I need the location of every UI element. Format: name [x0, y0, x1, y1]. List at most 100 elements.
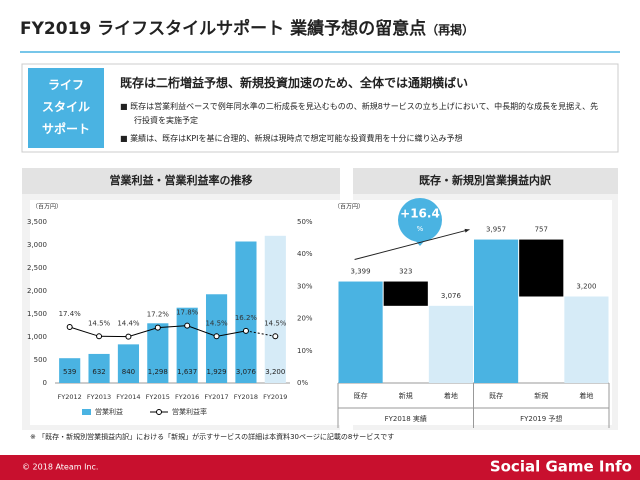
y-tick-label: 500 [34, 356, 47, 364]
rate-marker [184, 322, 191, 329]
x-tick-label: FY2015 [146, 393, 170, 401]
x-tick-label: FY2017 [204, 393, 228, 401]
summary-label-box [28, 68, 104, 148]
growth-arrow [354, 229, 470, 261]
bullets: ■ 既存は営業利益ベースで例年同水準の二桁成長を見込むものの、新規8サービスの立… [120, 100, 600, 146]
title-suffix: （再掲） [426, 23, 475, 37]
y2-tick-label: 50% [297, 218, 313, 226]
bar-value-label: 3,076 [441, 292, 462, 300]
x-tick-label: 既存 [354, 391, 368, 400]
annotation-unit: % [417, 225, 424, 233]
bar-value-label: 1,929 [207, 368, 227, 376]
unit-label: （百万円） [334, 204, 364, 211]
bullet: ■ 既存は営業利益ベースで例年同水準の二桁成長を見込むものの、新規8サービスの立… [120, 102, 599, 125]
rate-line-forecast [245, 330, 276, 337]
bar-value-label: 757 [535, 226, 548, 234]
annotation-value: +16.4 [400, 207, 440, 221]
header: FY2019 ライフスタイルサポート 業績予想の留意点（再掲） [20, 14, 474, 39]
legend-label: 営業利益 [95, 407, 123, 416]
rate-marker [154, 324, 161, 331]
title: FY2019 ライフスタイルサポート 業績予想の留意点 [20, 19, 427, 39]
rate-label: 17.8% [176, 309, 199, 317]
rate-marker [213, 333, 220, 340]
right-chart-title: 既存・新規別営業損益内訳 [419, 173, 552, 187]
bar [383, 281, 428, 306]
x-tick-label: FY2016 [175, 393, 199, 401]
rate-label: 17.4% [59, 310, 82, 318]
bar-value-label: 840 [122, 368, 135, 376]
legend-swatch [82, 409, 91, 415]
bar [235, 241, 257, 383]
label-line: スタイル [41, 100, 90, 114]
bullet-text: 業績は、既存はKPIを基に合理的、新規は現時点で想定可能な投資費用を十分に織り込… [130, 134, 463, 143]
bar [428, 305, 473, 383]
right-panel-header [353, 168, 618, 194]
bar [474, 239, 519, 383]
watermark: Social Game Info [490, 458, 632, 476]
rate-marker [66, 323, 73, 330]
y-tick-label: 2,500 [27, 264, 47, 272]
y-tick-label: 1,000 [27, 333, 47, 341]
rate-marker [242, 327, 249, 334]
bar-value-label: 632 [92, 368, 105, 376]
x-tick-label: 新規 [534, 391, 548, 400]
x-tick-label: 既存 [489, 391, 503, 400]
headline: 既存は二桁増益予想、新規投資加速のため、全体では通期横ばい [120, 76, 469, 90]
y2-tick-label: 40% [297, 250, 313, 258]
y2-tick-label: 30% [297, 282, 313, 290]
y-tick-label: 0 [43, 379, 47, 387]
bullet: ■ 業績は、既存はKPIを基に合理的、新規は現時点で想定可能な投資費用を十分に織… [120, 134, 463, 143]
unit-label: （百万円） [32, 204, 62, 211]
bar-value-label: 3,200 [576, 283, 596, 291]
y2-tick-label: 20% [297, 315, 313, 323]
legend-marker [156, 409, 162, 415]
rate-label: 17.2% [147, 311, 170, 319]
y2-tick-label: 10% [297, 347, 313, 355]
bar-value-label: 1,637 [177, 368, 197, 376]
bar [519, 239, 564, 297]
group-label: FY2018 実績 [385, 414, 427, 423]
y-tick-label: 1,500 [27, 310, 47, 318]
copyright: © 2018 Ateam Inc. [22, 463, 98, 472]
x-tick-label: 新規 [399, 391, 413, 400]
bar-value-label: 323 [399, 268, 412, 276]
x-tick-label: FY2019 [263, 393, 287, 401]
rate-label: 14.4% [117, 320, 140, 328]
x-tick-label: FY2012 [58, 393, 82, 401]
bar [117, 344, 140, 383]
rate-marker [96, 333, 103, 340]
y2-tick-label: 0% [297, 379, 308, 387]
bar-value-label: 539 [63, 368, 76, 376]
annotation-bubble [398, 198, 442, 242]
footnote: ※ 「既存・新規別営業損益内訳」における「新規」が示すサービスの詳細は本資料30… [30, 433, 395, 441]
bar [264, 235, 286, 383]
rate-label: 14.5% [88, 319, 111, 327]
x-tick-label: FY2014 [116, 393, 140, 401]
y-tick-label: 2,000 [27, 287, 47, 295]
bar [59, 358, 81, 383]
y-tick-label: 3,500 [27, 218, 47, 226]
legend-label: 営業利益率 [172, 407, 207, 416]
rate-marker [125, 333, 132, 340]
growth-arrow-head [464, 228, 470, 233]
y-tick-label: 3,000 [27, 241, 47, 249]
bar [88, 353, 110, 383]
group-label: FY2019 予想 [520, 414, 562, 423]
bar-value-label: 3,200 [265, 368, 285, 376]
rate-label: 14.5% [264, 319, 287, 327]
x-tick-label: FY2018 [234, 393, 258, 401]
bar-value-label: 1,298 [148, 368, 168, 376]
left-chart-title: 営業利益・営業利益率の推移 [110, 173, 253, 187]
x-tick-label: FY2013 [87, 393, 111, 401]
footer-bar [0, 455, 640, 480]
rate-label: 14.5% [205, 319, 228, 327]
bar-value-label: 3,076 [236, 368, 257, 376]
rate-label: 16.2% [235, 314, 258, 322]
bar [564, 296, 609, 383]
x-tick-label: 着地 [579, 391, 593, 400]
bar [338, 281, 383, 383]
rate-marker [272, 333, 279, 340]
